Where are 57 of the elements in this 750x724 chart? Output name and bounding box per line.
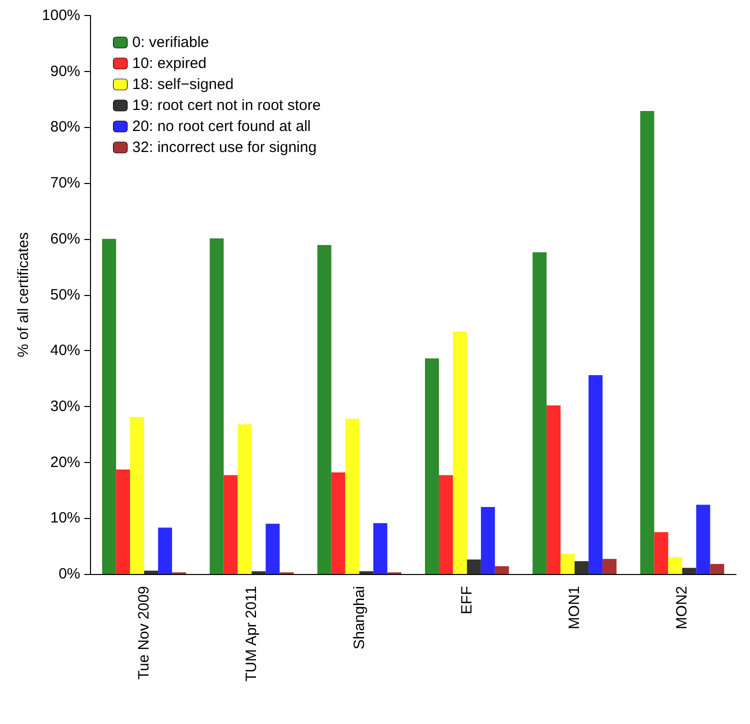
x-tick-label: Shanghai (350, 586, 368, 650)
legend-label: 18: self−signed (132, 76, 234, 93)
bar (438, 475, 453, 574)
bar (238, 424, 252, 574)
bar (588, 375, 603, 574)
legend-label: 10: expired (132, 55, 207, 72)
y-tick-label: 40% (50, 342, 80, 360)
y-tick-label: 30% (50, 398, 80, 415)
y-tick-label: 60% (50, 230, 80, 248)
x-tick-label: MON2 (674, 586, 691, 630)
bar (466, 559, 481, 574)
y-tick-label: 80% (50, 118, 80, 136)
bar (252, 571, 266, 574)
y-tick-label: 100% (42, 7, 80, 24)
bar (359, 571, 374, 574)
bar (130, 417, 144, 574)
y-tick-label: 10% (50, 510, 80, 527)
bar (532, 252, 547, 574)
y-tick-label: 90% (50, 62, 80, 80)
bar (710, 564, 724, 574)
bar (224, 475, 238, 574)
bar (494, 566, 509, 574)
bar (158, 528, 172, 574)
bar (317, 245, 332, 574)
bar (452, 332, 467, 574)
x-tick-label: EFF (458, 586, 476, 614)
bar (696, 504, 710, 574)
bar (266, 524, 280, 574)
bar (373, 523, 388, 574)
bar (424, 358, 439, 574)
legend-label: 32: incorrect use for signing (132, 139, 317, 156)
bar (654, 532, 668, 574)
y-tick-label: 0% (58, 566, 80, 582)
bar (331, 472, 346, 574)
bar (682, 568, 696, 574)
x-tick-label: Tue Nov 2009 (136, 586, 153, 680)
y-tick-label: 70% (50, 174, 80, 192)
bar (144, 570, 158, 574)
bar (640, 111, 654, 574)
bar (102, 238, 116, 574)
bar (345, 418, 360, 574)
x-tick-label: TUM Apr 2011 (243, 586, 260, 682)
legend-label: 20: no root cert found at all (132, 118, 311, 135)
bar (602, 558, 617, 574)
bar (668, 557, 682, 574)
y-tick-label: 20% (50, 454, 80, 471)
bar (560, 554, 575, 574)
bar (210, 238, 224, 574)
legend-label: 19: root cert not in root store (132, 97, 321, 114)
y-tick-label: 50% (50, 286, 80, 304)
y-axis-title: % of all certificates (15, 232, 32, 358)
bar (116, 470, 130, 574)
bar (480, 506, 495, 574)
legend-label: 0: verifiable (132, 34, 210, 51)
bar (574, 561, 589, 574)
x-tick-label: MON1 (566, 586, 584, 630)
bar (546, 405, 561, 574)
